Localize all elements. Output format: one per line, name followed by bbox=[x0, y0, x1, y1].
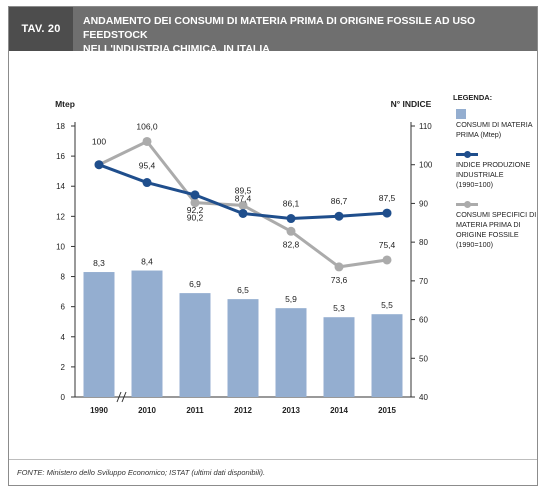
series-point-production-index bbox=[238, 208, 248, 218]
left-axis-tick-label: 12 bbox=[56, 212, 65, 221]
x-tick-label: 2015 bbox=[378, 406, 396, 415]
chart-header: TAV. 20 ANDAMENTO DEI CONSUMI DI MATERIA… bbox=[9, 7, 537, 55]
left-axis-title: Mtep bbox=[55, 99, 75, 109]
bar-value-label: 6,5 bbox=[237, 285, 249, 295]
bar-value-label: 8,3 bbox=[93, 258, 105, 268]
legend: LEGENDA: CONSUMI DI MATERIA PRIMA (Mtep)… bbox=[453, 93, 537, 258]
x-tick-label: 2012 bbox=[234, 406, 252, 415]
chart-title: ANDAMENTO DEI CONSUMI DI MATERIA PRIMA D… bbox=[83, 14, 531, 56]
bar-value-label: 5,9 bbox=[285, 294, 297, 304]
legend-title: LEGENDA: bbox=[453, 93, 493, 102]
axis-break-mark bbox=[116, 391, 122, 403]
left-axis-tick-label: 4 bbox=[61, 333, 66, 342]
bar-2011 bbox=[179, 293, 211, 397]
bar-value-label: 6,9 bbox=[189, 279, 201, 289]
line-value-label: 106,0 bbox=[136, 121, 158, 131]
legend-item-production-index: INDICE PRODUZIONE INDUSTRIALE (1990=100) bbox=[453, 148, 537, 190]
line-value-label: 86,1 bbox=[283, 199, 300, 209]
line-value-label: 75,4 bbox=[379, 240, 396, 250]
legend-bar-swatch bbox=[456, 109, 466, 119]
left-axis-tick-label: 0 bbox=[61, 393, 66, 402]
series-point-production-index bbox=[334, 211, 344, 221]
bar-value-label: 8,4 bbox=[141, 257, 153, 267]
line-value-label: 73,6 bbox=[331, 275, 348, 285]
right-axis-tick-label: 110 bbox=[419, 122, 432, 131]
line-value-label: 95,4 bbox=[139, 161, 156, 171]
bar-value-label: 5,5 bbox=[381, 300, 393, 310]
x-tick-label: 2011 bbox=[186, 406, 204, 415]
series-point-production-index bbox=[142, 178, 152, 188]
right-axis-tick-label: 40 bbox=[419, 393, 428, 402]
legend-label-specific-consumption: CONSUMI SPECIFICI DI MATERIA PRIMA DI OR… bbox=[456, 210, 537, 249]
right-axis-tick-label: 100 bbox=[419, 161, 433, 170]
bar-value-label: 5,3 bbox=[333, 303, 345, 313]
source-text: FONTE: Ministero dello Sviluppo Economic… bbox=[17, 468, 266, 477]
legend-label-bars: CONSUMI DI MATERIA PRIMA (Mtep) bbox=[456, 120, 533, 139]
left-axis-tick-label: 14 bbox=[56, 182, 65, 191]
source-note: FONTE: Ministero dello Sviluppo Economic… bbox=[9, 459, 537, 486]
series-point-production-index bbox=[190, 190, 200, 200]
left-axis-tick-label: 18 bbox=[56, 122, 65, 131]
right-axis-tick-label: 90 bbox=[419, 199, 428, 208]
bar-2015 bbox=[371, 314, 403, 397]
bar-2012 bbox=[227, 299, 259, 397]
series-point-specific-consumption bbox=[238, 200, 248, 210]
line-value-label: 89,5 bbox=[235, 185, 252, 195]
line-value-label: 100 bbox=[92, 137, 106, 147]
left-axis-tick-label: 6 bbox=[61, 303, 66, 312]
x-tick-label: 2014 bbox=[330, 406, 348, 415]
chart-title-line1: ANDAMENTO DEI CONSUMI DI MATERIA PRIMA D… bbox=[83, 15, 476, 41]
line-value-label: 87,5 bbox=[379, 193, 396, 203]
bar-2014 bbox=[323, 317, 355, 397]
legend-item-specific-consumption: CONSUMI SPECIFICI DI MATERIA PRIMA DI OR… bbox=[453, 198, 537, 250]
left-axis-tick-label: 16 bbox=[56, 152, 65, 161]
legend-label-production-index: INDICE PRODUZIONE INDUSTRIALE (1990=100) bbox=[456, 160, 531, 189]
x-tick-label: 1990 bbox=[90, 406, 108, 415]
line-value-label: 82,8 bbox=[283, 239, 300, 249]
right-axis-tick-label: 80 bbox=[419, 238, 428, 247]
table-number: TAV. 20 bbox=[9, 7, 73, 51]
bar-1990 bbox=[83, 272, 115, 397]
series-point-production-index bbox=[286, 214, 296, 224]
right-axis-tick-label: 50 bbox=[419, 354, 428, 363]
line-value-label: 92,2 bbox=[187, 205, 204, 215]
series-point-specific-consumption bbox=[142, 136, 152, 146]
left-axis-tick-label: 8 bbox=[61, 273, 66, 282]
line-value-label: 90,2 bbox=[187, 213, 204, 223]
series-point-specific-consumption bbox=[382, 255, 392, 265]
series-point-specific-consumption bbox=[334, 262, 344, 272]
left-axis-tick-label: 10 bbox=[56, 242, 65, 251]
combo-chart: Mtep N° INDICE 0 2 4 6 8 10 12 14 16 18 40 50 60 70 80 90… bbox=[55, 99, 433, 415]
x-tick-label: 2010 bbox=[138, 406, 156, 415]
bar-2013 bbox=[275, 308, 307, 397]
axis-break-mark bbox=[121, 391, 127, 403]
legend-marker-grey bbox=[464, 201, 471, 208]
right-axis-tick-label: 70 bbox=[419, 277, 428, 286]
line-value-label: 87,4 bbox=[235, 193, 252, 203]
series-point-specific-consumption bbox=[190, 198, 200, 208]
bar-2010 bbox=[131, 270, 163, 397]
line-value-label: 86,7 bbox=[331, 196, 348, 206]
right-axis-title: N° INDICE bbox=[391, 99, 432, 109]
right-axis-tick-label: 60 bbox=[419, 316, 428, 325]
series-point-specific-consumption bbox=[286, 226, 296, 236]
chart-title-line2: NELL'INDUSTRIA CHIMICA, IN ITALIA bbox=[83, 43, 270, 55]
left-axis-tick-label: 2 bbox=[61, 363, 66, 372]
series-point-production-index bbox=[94, 160, 104, 170]
series-point-production-index bbox=[382, 208, 392, 218]
legend-item-bars: CONSUMI DI MATERIA PRIMA (Mtep) bbox=[453, 108, 537, 140]
x-tick-label: 2013 bbox=[282, 406, 300, 415]
chart-panel: TAV. 20 ANDAMENTO DEI CONSUMI DI MATERIA… bbox=[8, 6, 538, 486]
legend-marker-blue bbox=[464, 151, 471, 158]
